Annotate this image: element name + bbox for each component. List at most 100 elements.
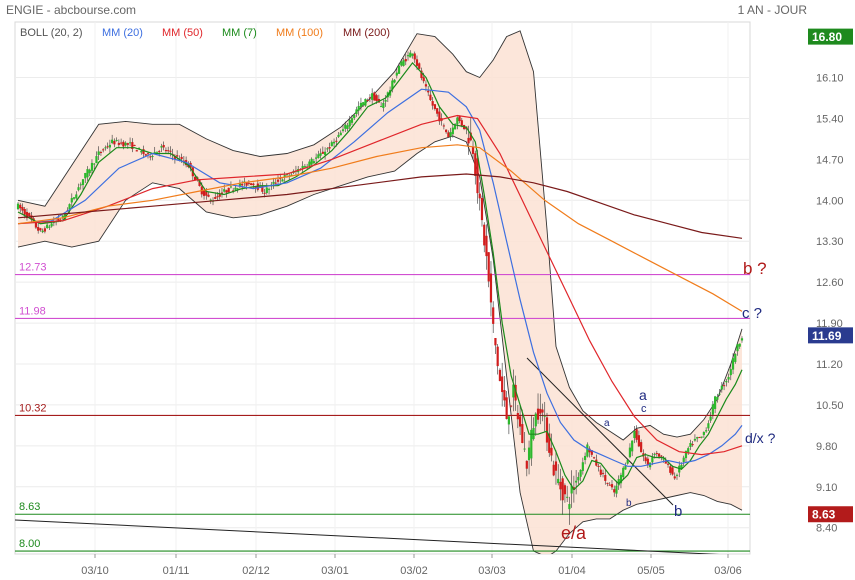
candle-body-259 (597, 465, 600, 467)
level-label-12.73: 12.73 (19, 262, 47, 274)
candle-body-182 (424, 84, 428, 87)
candle-body-287 (660, 455, 663, 457)
candle-body-226 (523, 448, 526, 450)
candle-body-153 (359, 102, 363, 107)
candle-body-202 (469, 132, 472, 141)
candle-body-271 (624, 466, 627, 470)
level-label-10.32: 10.32 (19, 402, 47, 414)
candle-body-4 (25, 212, 29, 219)
series-line-mm-7 (17, 61, 743, 491)
candle-body-67 (167, 150, 170, 152)
candle-body-5 (28, 213, 31, 217)
candle-body-152 (357, 106, 360, 111)
candle-body-11 (41, 230, 44, 233)
annotation-1: c ? (742, 305, 762, 322)
candle-body-20 (61, 215, 64, 218)
x-tick-label-8: 03/06 (714, 565, 742, 577)
candle-body-41 (108, 144, 112, 148)
candle-body-193 (449, 132, 452, 137)
candle-body-114 (272, 181, 275, 184)
candle-body-92 (223, 189, 226, 192)
candle-body-316 (725, 380, 728, 383)
candle-body-86 (209, 199, 212, 201)
candle-body-309 (709, 416, 712, 421)
candle-body-50 (128, 142, 132, 144)
legend-item-mm-7: MM (7) (222, 27, 257, 39)
candle-body-215 (498, 369, 502, 381)
series-line-mm-200 (17, 173, 743, 239)
candle-body-285 (655, 453, 658, 455)
candle-body-265 (610, 484, 614, 488)
candle-body-242 (559, 481, 562, 490)
candle-body-253 (583, 455, 587, 461)
candle-body-249 (575, 480, 578, 483)
candle-body-300 (689, 442, 692, 447)
candle-body-9 (37, 227, 40, 231)
candle-body-278 (640, 442, 643, 453)
candle-body-40 (106, 146, 109, 148)
candle-body-167 (391, 80, 394, 90)
candle-body-244 (563, 485, 567, 495)
candle-body-308 (707, 423, 710, 429)
level-label-8.00: 8.00 (19, 538, 40, 550)
candle-body-197 (458, 116, 461, 122)
candle-body-217 (503, 390, 506, 401)
candle-body-262 (604, 475, 607, 481)
candle-body-131 (310, 158, 313, 165)
candle-body-191 (445, 129, 448, 133)
candle-body-219 (507, 416, 510, 425)
candle-body-314 (720, 385, 723, 390)
candle-body-301 (691, 444, 694, 446)
candle-body-163 (382, 102, 385, 109)
candle-body-179 (418, 63, 421, 69)
candle-body-12 (43, 228, 46, 232)
candle-body-122 (290, 174, 293, 176)
candle-body-160 (375, 95, 378, 102)
candle-body-176 (411, 53, 414, 56)
price-badges: 16.80 11.69 8.63 (808, 28, 853, 523)
candle-body-286 (657, 453, 661, 457)
candle-body-263 (606, 482, 609, 484)
candle-body-240 (554, 461, 558, 471)
legend-item-mm-100: MM (100) (276, 27, 323, 39)
candle-body-234 (541, 409, 544, 413)
level-label-8.63: 8.63 (19, 501, 40, 513)
candle-body-133 (315, 157, 318, 159)
candle-body-195 (453, 125, 457, 130)
candle-body-94 (227, 187, 230, 193)
annotation-7: b (626, 498, 632, 509)
candle-body-235 (543, 415, 546, 417)
candle-body-277 (637, 435, 640, 447)
legend-item-mm-50: MM (50) (162, 27, 203, 39)
candle-body-275 (633, 430, 636, 439)
candle-body-112 (267, 188, 271, 190)
candle-body-313 (718, 393, 721, 395)
y-tick-label-14.70: 14.70 (816, 154, 844, 166)
candle-body-213 (494, 338, 497, 346)
candle-body-211 (489, 273, 493, 303)
candle-body-284 (653, 453, 656, 455)
candle-body-42 (111, 139, 114, 144)
candle-body-139 (328, 147, 331, 149)
candle-body-59 (149, 156, 152, 158)
x-tick-label-3: 03/01 (321, 565, 349, 577)
candle-body-73 (180, 156, 183, 160)
candle-body-147 (346, 125, 349, 129)
candle-body-181 (422, 77, 425, 82)
x-tick-label-0: 03/10 (81, 565, 109, 577)
candle-body-247 (570, 485, 573, 494)
candle-body-214 (496, 346, 499, 367)
candle-body-194 (451, 127, 454, 135)
candle-body-174 (406, 55, 410, 57)
trendline-downtrend (526, 357, 674, 506)
candle-body-91 (220, 192, 224, 194)
candle-body-296 (680, 464, 683, 469)
candle-body-185 (431, 101, 434, 106)
candle-body-84 (205, 191, 208, 196)
candle-body-130 (308, 161, 311, 167)
candle-body-1 (19, 204, 22, 209)
candle-body-321 (736, 344, 739, 352)
candle-body-63 (158, 151, 161, 153)
candle-body-183 (427, 90, 430, 93)
candle-body-216 (501, 376, 504, 393)
